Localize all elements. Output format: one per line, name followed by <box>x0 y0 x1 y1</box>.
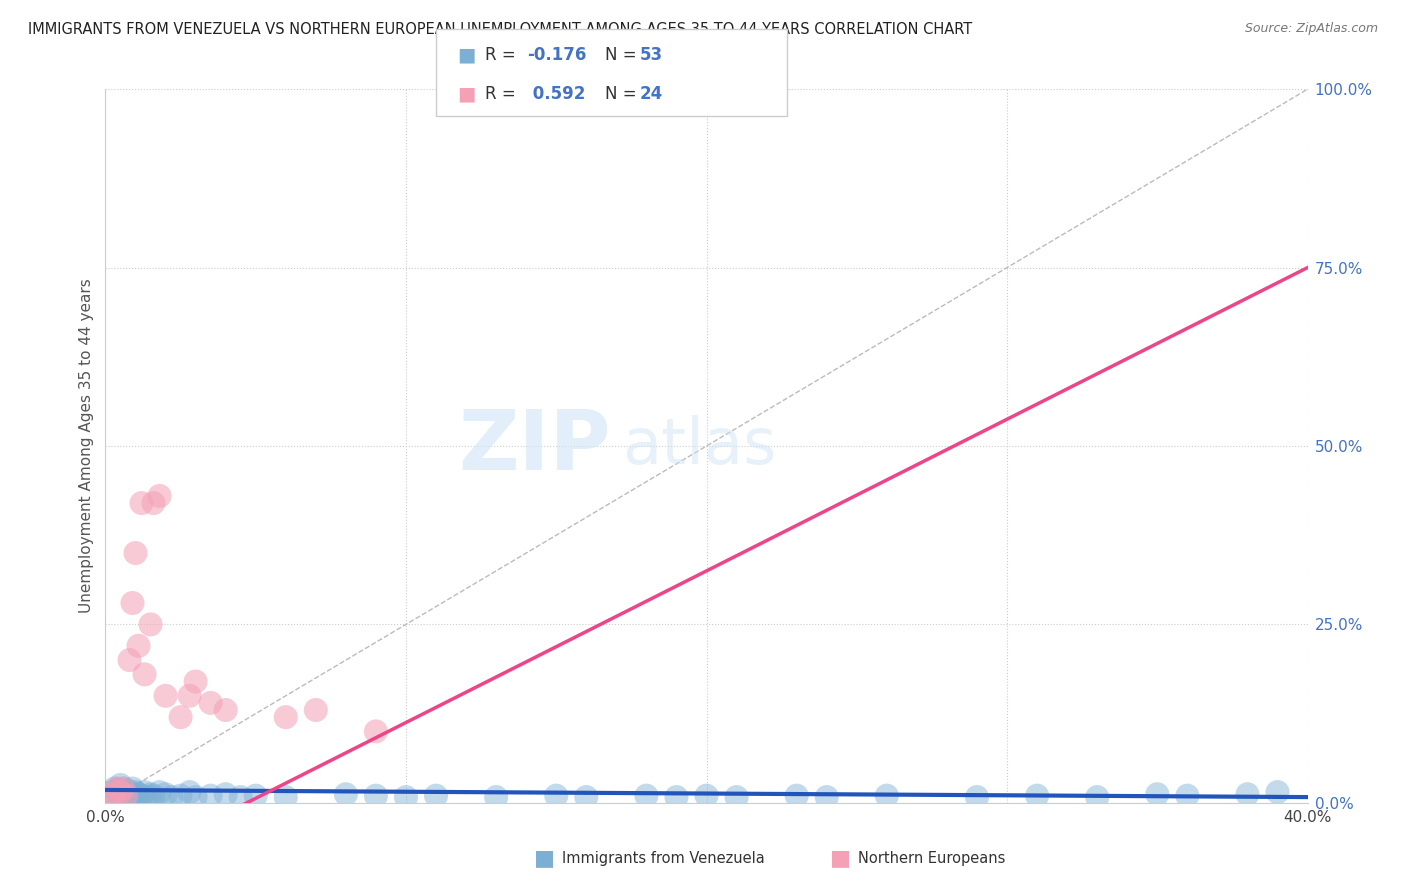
Point <box>229 790 252 805</box>
Point <box>155 787 177 801</box>
Text: 0.592: 0.592 <box>527 86 586 103</box>
Point <box>100 785 122 799</box>
Point <box>1175 789 1198 803</box>
Point <box>115 789 138 803</box>
Point <box>1236 787 1258 801</box>
Point <box>214 787 236 801</box>
Text: R =: R = <box>485 86 522 103</box>
Point <box>184 790 207 805</box>
Text: ■: ■ <box>457 45 475 64</box>
Point <box>118 790 141 805</box>
Point <box>103 785 125 799</box>
Point <box>124 785 146 799</box>
Point <box>134 785 156 799</box>
Point <box>131 789 153 803</box>
Point <box>1267 785 1289 799</box>
Point <box>696 789 718 803</box>
Point <box>169 710 191 724</box>
Point <box>546 789 568 803</box>
Point <box>118 653 141 667</box>
Point <box>131 496 153 510</box>
Point <box>121 596 143 610</box>
Point <box>179 689 201 703</box>
Point <box>112 785 135 799</box>
Point <box>1026 789 1049 803</box>
Point <box>124 789 146 803</box>
Point <box>636 789 658 803</box>
Point <box>214 703 236 717</box>
Text: ■: ■ <box>830 848 851 868</box>
Y-axis label: Unemployment Among Ages 35 to 44 years: Unemployment Among Ages 35 to 44 years <box>79 278 94 614</box>
Point <box>103 781 125 796</box>
Point <box>128 639 150 653</box>
Point <box>148 489 170 503</box>
Point <box>139 787 162 801</box>
Text: Source: ZipAtlas.com: Source: ZipAtlas.com <box>1244 22 1378 36</box>
Text: ■: ■ <box>534 848 555 868</box>
Point <box>100 789 122 803</box>
Point <box>245 789 267 803</box>
Point <box>121 781 143 796</box>
Point <box>107 781 129 796</box>
Point <box>148 785 170 799</box>
Point <box>115 783 138 797</box>
Point <box>115 787 138 801</box>
Point <box>665 790 688 805</box>
Point <box>179 785 201 799</box>
Text: Immigrants from Venezuela: Immigrants from Venezuela <box>562 851 765 865</box>
Point <box>110 778 132 792</box>
Text: 53: 53 <box>640 46 662 64</box>
Point <box>128 787 150 801</box>
Point <box>335 787 357 801</box>
Point <box>1085 790 1108 805</box>
Text: R =: R = <box>485 46 522 64</box>
Point <box>107 783 129 797</box>
Point <box>110 789 132 803</box>
Point <box>142 496 165 510</box>
Point <box>274 710 297 724</box>
Text: Northern Europeans: Northern Europeans <box>858 851 1005 865</box>
Point <box>107 787 129 801</box>
Point <box>364 789 387 803</box>
Point <box>112 781 135 796</box>
Point <box>725 790 748 805</box>
Point <box>169 789 191 803</box>
Text: ■: ■ <box>457 85 475 103</box>
Text: IMMIGRANTS FROM VENEZUELA VS NORTHERN EUROPEAN UNEMPLOYMENT AMONG AGES 35 TO 44 : IMMIGRANTS FROM VENEZUELA VS NORTHERN EU… <box>28 22 973 37</box>
Point <box>184 674 207 689</box>
Point <box>136 790 159 805</box>
Point <box>155 689 177 703</box>
Text: -0.176: -0.176 <box>527 46 586 64</box>
Point <box>364 724 387 739</box>
Text: N =: N = <box>605 46 641 64</box>
Point <box>142 789 165 803</box>
Point <box>575 790 598 805</box>
Point <box>112 781 135 796</box>
Point <box>274 790 297 805</box>
Point <box>966 790 988 805</box>
Point <box>124 546 146 560</box>
Point <box>139 617 162 632</box>
Point <box>395 790 418 805</box>
Text: 24: 24 <box>640 86 664 103</box>
Point <box>160 790 183 805</box>
Point <box>118 785 141 799</box>
Point <box>200 789 222 803</box>
Point <box>876 789 898 803</box>
Point <box>786 789 808 803</box>
Text: N =: N = <box>605 86 641 103</box>
Point <box>815 790 838 805</box>
Point <box>134 667 156 681</box>
Point <box>200 696 222 710</box>
Point <box>425 789 447 803</box>
Point <box>110 785 132 799</box>
Text: atlas: atlas <box>623 415 776 477</box>
Point <box>485 790 508 805</box>
Text: ZIP: ZIP <box>458 406 610 486</box>
Point <box>1146 787 1168 801</box>
Point <box>305 703 328 717</box>
